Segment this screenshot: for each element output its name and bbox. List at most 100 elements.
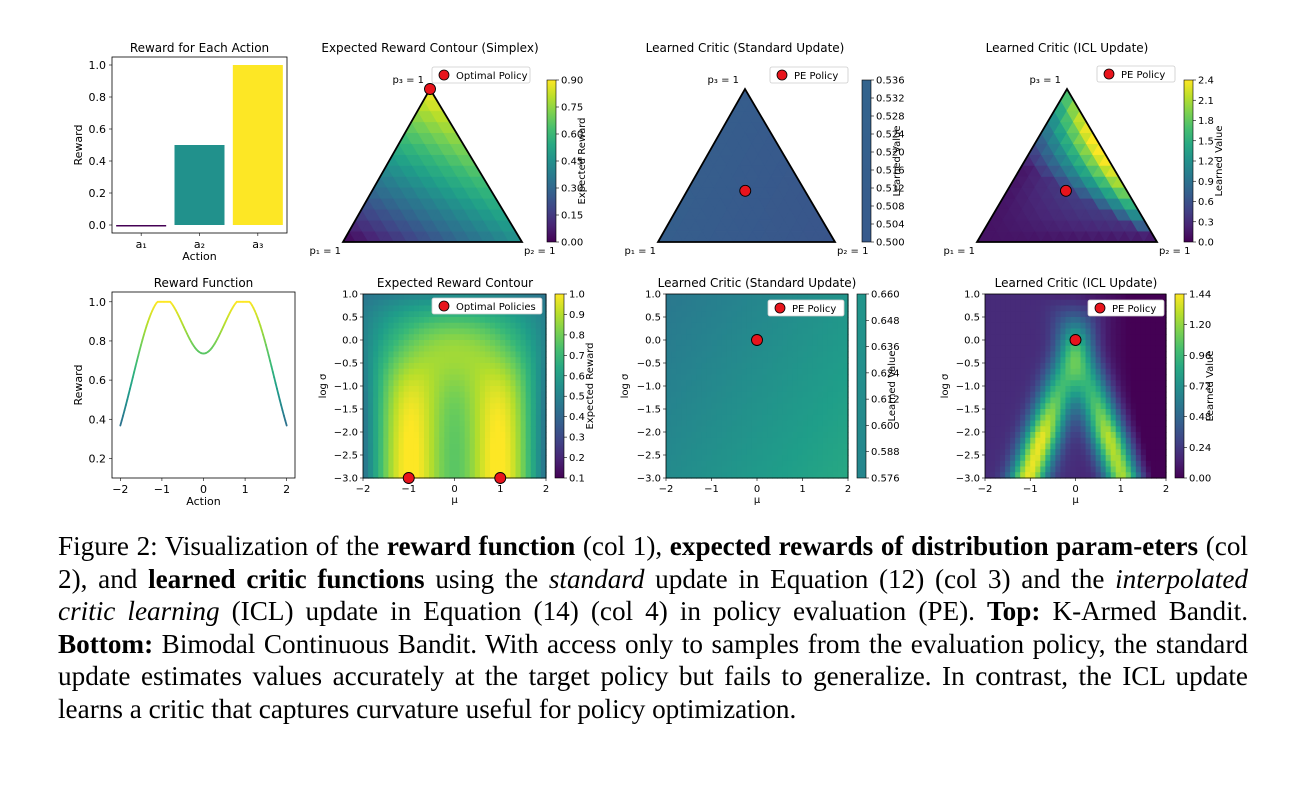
heatmap-cell (424, 374, 430, 381)
heatmap-cell (1090, 420, 1097, 427)
heatmap-cell (985, 455, 991, 462)
heatmap-cell (1045, 368, 1051, 376)
heatmap-cell (434, 391, 440, 399)
heatmap-cell (413, 380, 420, 387)
heatmap-cell (1145, 409, 1152, 416)
heatmap-cell (1160, 403, 1167, 410)
heatmap-cell (666, 437, 672, 445)
heatmap-cell (495, 397, 501, 404)
heatmap-cell (746, 368, 753, 376)
heatmap-cell (681, 374, 687, 381)
heatmap-cell (1095, 455, 1102, 462)
heatmap-cell (540, 345, 547, 353)
heatmap-cell (393, 328, 400, 335)
heatmap-cell (479, 294, 486, 301)
heatmap-cell (1040, 409, 1046, 416)
heatmap-cell (985, 449, 991, 456)
heatmap-cell (1055, 420, 1062, 427)
heatmap-cell (666, 322, 672, 330)
heatmap-cell (842, 443, 849, 450)
heatmap-cell (746, 386, 753, 393)
heatmap-cell (1130, 317, 1137, 324)
heatmap-cell (429, 437, 435, 445)
heatmap-cell (408, 322, 415, 330)
heatmap-cell (1090, 432, 1097, 439)
heatmap-cell (418, 351, 425, 358)
heatmap-cell (696, 351, 702, 358)
heatmap-cell (510, 322, 517, 330)
heatmap-cell (1055, 449, 1062, 456)
heatmap-cell (792, 380, 799, 387)
heatmap-cell (832, 386, 839, 393)
heatmap-cell (1100, 386, 1107, 393)
heatmap-cell (1015, 397, 1021, 404)
heatmap-cell (1070, 305, 1077, 312)
heatmap-cell (701, 368, 708, 376)
heatmap-cell (1140, 317, 1147, 324)
heatmap-cell (1040, 472, 1046, 479)
y-tick-label: 1.0 (964, 290, 980, 301)
heatmap-cell (827, 380, 834, 387)
heatmap-cell (464, 420, 471, 427)
heatmap-cell (363, 351, 369, 358)
heatmap-cell (434, 294, 440, 301)
heatmap-cell (378, 449, 384, 456)
heatmap-cell (408, 386, 415, 393)
heatmap-cell (1085, 363, 1092, 370)
heatmap-cell (832, 374, 839, 381)
heatmap-cell (413, 334, 420, 341)
heatmap-cell (787, 294, 793, 301)
heatmap-cell (1005, 328, 1011, 335)
heatmap-cell (686, 380, 692, 387)
heatmap-cell (1140, 460, 1147, 468)
heatmap-cell (1115, 345, 1122, 353)
heatmap-cell (701, 386, 708, 393)
caption-text: using the (424, 563, 549, 594)
heatmap-cell (520, 294, 527, 301)
heatmap-cell (990, 305, 996, 312)
heatmap-cell (1020, 437, 1026, 445)
heatmap-cell (1040, 357, 1046, 364)
legend-marker (1103, 68, 1115, 80)
heatmap-cell (495, 368, 501, 376)
heatmap-cell (746, 328, 753, 335)
heatmap-cell (1045, 403, 1051, 410)
heatmap-cell (500, 368, 506, 376)
heatmap-cell (1025, 317, 1031, 324)
heatmap-cell (469, 328, 476, 335)
heatmap-cell (1020, 294, 1026, 301)
heatmap-cell (762, 334, 768, 341)
heatmap-cell (1020, 432, 1026, 439)
heatmap-cell (1130, 368, 1137, 376)
heatmap-cell (1030, 368, 1036, 376)
heatmap-cell (1080, 351, 1087, 358)
heatmap-cell (1155, 460, 1162, 468)
heatmap-cell (777, 322, 783, 330)
heatmap-cell (757, 322, 763, 330)
heatmap-cell (706, 368, 713, 376)
heatmap-cell (696, 317, 702, 324)
heatmap-cell (1110, 455, 1117, 462)
heatmap-cell (1060, 443, 1067, 450)
heatmap-cell (1060, 432, 1067, 439)
heatmap-cell (363, 345, 369, 353)
heatmap-cell (666, 317, 672, 324)
heatmap-cell (736, 472, 743, 479)
heatmap-cell (1160, 460, 1167, 468)
heatmap-cell (1015, 472, 1021, 479)
heatmap-cell (449, 311, 456, 318)
heatmap-cell (479, 449, 486, 456)
heatmap-cell (388, 374, 395, 381)
heatmap-cell (403, 345, 410, 353)
heatmap-cell (1040, 351, 1046, 358)
heatmap-cell (510, 426, 517, 433)
heatmap-cell (782, 397, 788, 404)
heatmap-cell (520, 397, 527, 404)
heatmap-cell (741, 449, 748, 456)
heatmap-cell (1135, 460, 1142, 468)
heatmap-cell (832, 437, 839, 445)
heatmap-cell (721, 357, 728, 364)
colorbar-tick-label: 0.536 (876, 76, 905, 87)
heatmap-cell (530, 294, 537, 301)
heatmap-cell (741, 466, 748, 473)
